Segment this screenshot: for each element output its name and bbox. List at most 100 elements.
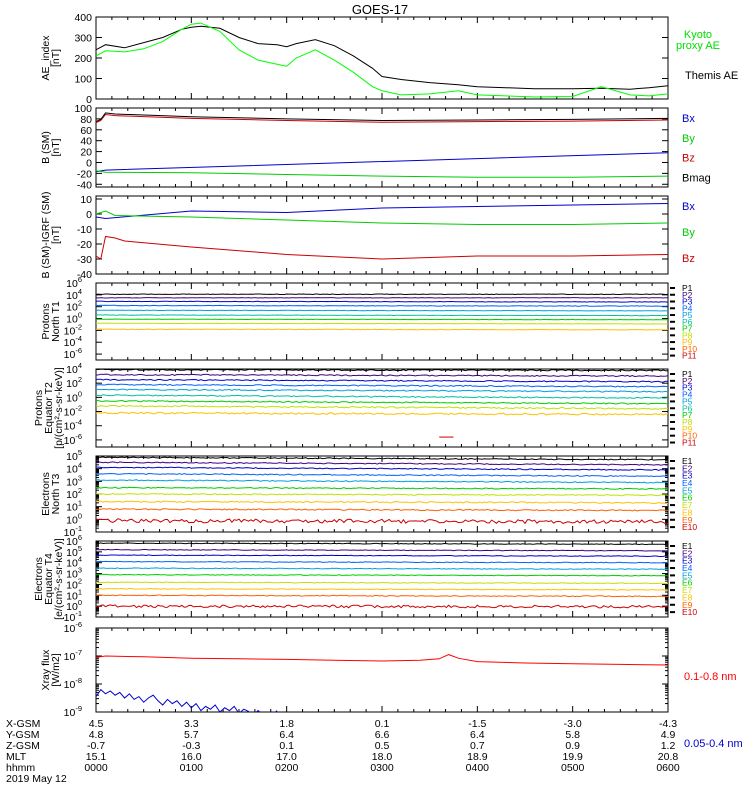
y-axis-label: [W/m2] [50, 653, 62, 686]
footer-value: 0.1 [279, 740, 294, 752]
series-line-e9 [96, 508, 668, 512]
legend-marker [670, 489, 675, 492]
legend-p7: P7 [682, 324, 693, 334]
y-tick-label: 105 [66, 544, 82, 559]
legend-marker [670, 567, 675, 570]
legend-bz: Bz [682, 153, 695, 165]
series-line-p3 [96, 300, 668, 303]
y-tick-exponent: 1 [78, 587, 82, 596]
chart-panel-7: 10-1100101102103104105106ElectronsEquato… [33, 533, 697, 624]
footer-value: 0300 [370, 762, 394, 774]
footer-value: 1.8 [279, 718, 294, 730]
footer-row-label: MLT [6, 751, 27, 763]
footer-value: 6.6 [375, 729, 390, 741]
y-tick-label: 80 [80, 114, 92, 126]
y-tick-label: 100 [74, 74, 92, 86]
y-tick-exponent: -6 [75, 620, 82, 629]
y-tick-label: 101 [66, 499, 82, 514]
y-tick-exponent: -2 [75, 404, 82, 413]
footer-value: 16.0 [181, 751, 202, 763]
y-tick-exponent: -7 [75, 648, 82, 657]
series-line-0-1-0-8-nm [96, 654, 668, 666]
y-tick-exponent: 0 [78, 311, 82, 320]
y-tick-base: 10 [66, 502, 78, 514]
series-line-p1 [96, 293, 668, 296]
legend-marker [670, 518, 675, 521]
y-tick-exponent: -6 [75, 432, 82, 441]
legend-e10: E10 [682, 607, 697, 617]
y-axis-label: Protons [33, 390, 45, 426]
series-line-p1 [96, 369, 668, 372]
footer-value: 15.1 [86, 751, 107, 763]
footer-value: -0.3 [182, 740, 200, 752]
legend-p10: P10 [682, 344, 697, 354]
y-tick-label: 10-1 [64, 609, 82, 624]
legend: 0.1-0.8 nm 0.05-0.4 nm [684, 671, 743, 750]
y-tick-label: 102 [66, 375, 82, 390]
legend-marker [670, 482, 675, 485]
series-line-e4 [96, 472, 668, 478]
y-tick-base: 10 [66, 451, 78, 463]
series-line-p7 [96, 318, 668, 321]
y-tick-label: 100 [74, 103, 92, 115]
footer-value: -4.3 [659, 718, 677, 730]
legend-e2: E2 [682, 548, 693, 558]
series-line-e3 [96, 554, 668, 558]
series-line-e1 [96, 542, 668, 546]
y-tick-exponent: 4 [78, 461, 82, 470]
legend-marker [670, 341, 675, 344]
legend-e3: E3 [682, 556, 693, 566]
legend-p8: P8 [682, 417, 693, 427]
footer-value: 3.3 [184, 718, 199, 730]
y-tick-base: 10 [64, 612, 76, 624]
y-tick-base: 10 [66, 302, 78, 314]
series-line-e1 [96, 456, 668, 461]
y-axis-label: B (SM) [40, 131, 52, 164]
series-line-bx [96, 203, 668, 220]
y-axis-label: [nT] [50, 226, 62, 244]
legend-e8: E8 [682, 592, 693, 602]
y-tick-exponent: 4 [78, 361, 82, 370]
y-tick-base: 10 [66, 314, 78, 326]
y-tick-label: 400 [74, 12, 92, 24]
legend-e6: E6 [682, 578, 693, 588]
plot-area [96, 112, 668, 178]
legend-marker [670, 581, 675, 584]
y-tick-label: 100 [66, 311, 82, 326]
series-line-e5 [96, 567, 668, 571]
legend-marker [670, 407, 675, 410]
y-tick-label: 10-7 [64, 648, 82, 663]
legend-marker [670, 552, 675, 555]
legend-marker [670, 314, 675, 317]
y-tick-base: 10 [66, 547, 78, 559]
footer-value: -1.5 [468, 718, 486, 730]
y-axis-label: North T3 [50, 474, 62, 515]
series-line-p8 [96, 322, 668, 325]
y-tick-label: 10-8 [64, 676, 82, 691]
footer-value: 0400 [466, 762, 490, 774]
y-tick-label: 0 [86, 157, 92, 169]
y-tick-base: 10 [64, 679, 76, 691]
y-axis-label: Equator T2 [43, 382, 55, 434]
y-axis-label: [e/(cm²-s-sr-keV)] [53, 538, 65, 620]
y-tick-base: 10 [66, 569, 78, 581]
legend-p11: P11 [682, 438, 697, 448]
legend-e6: E6 [682, 493, 693, 503]
legend-marker [670, 420, 675, 423]
y-tick-label: 0 [86, 209, 92, 221]
legend-kyoto-proxy-ae: Kyoto proxy AE [676, 29, 720, 52]
chart-panel-1: 0 100 200 300 400 AE_index[nT] Kyoto proxy AE Th… [40, 12, 738, 106]
y-tick-base: 10 [66, 364, 78, 376]
legend-marker [670, 386, 675, 389]
series-line-e8 [96, 587, 668, 591]
y-tick-base: 10 [66, 476, 78, 488]
legend-themis-ae: Themis AE [685, 70, 738, 82]
legend-marker [670, 559, 675, 562]
series-line-e6 [96, 486, 668, 490]
legend-marker [670, 400, 675, 403]
legend-marker [670, 611, 675, 614]
legend-0-1-0-8-nm: 0.1-0.8 nm [684, 671, 737, 683]
legend-p11: P11 [682, 351, 697, 361]
legend-e1: E1 [682, 456, 693, 466]
